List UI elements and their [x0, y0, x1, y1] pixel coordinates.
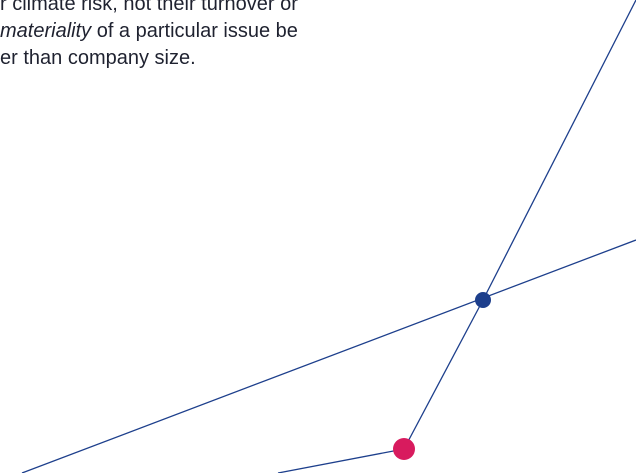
emphasis-materiality: materiality — [0, 20, 92, 42]
diagonal-line-shallow — [21, 239, 636, 473]
paragraph-line-3: er than company size. — [0, 47, 196, 69]
paragraph-line-2: materiality of a particular issue be — [0, 18, 480, 45]
paragraph-line-2-rest: of a particular issue be — [91, 20, 298, 42]
node-pink-dot — [393, 438, 415, 460]
bottom-line — [277, 448, 405, 473]
paragraph-line-1: r climate risk, not their turnover or — [0, 0, 298, 15]
connector-line — [403, 299, 484, 450]
body-paragraph: r climate risk, not their turnover or ma… — [0, 0, 480, 72]
diagonal-line-steep — [482, 0, 636, 301]
node-blue-dot — [475, 292, 491, 308]
